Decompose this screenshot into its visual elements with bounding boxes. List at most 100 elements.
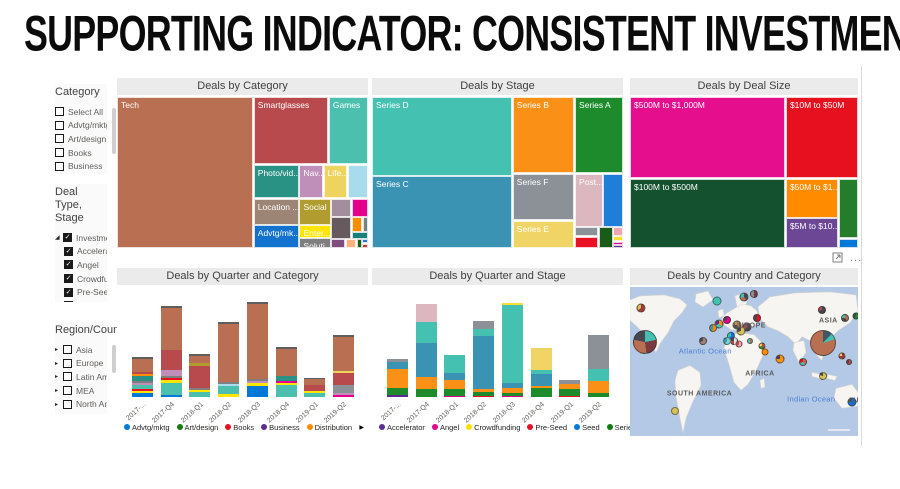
bar-segment[interactable] [444,373,466,380]
bar-segment[interactable] [275,347,297,349]
treemap-cell[interactable] [603,173,623,227]
bar-segment[interactable] [332,335,354,337]
treemap-cell-enter[interactable]: Enter... [299,225,331,239]
bar-segment[interactable] [587,335,609,369]
bar-segment[interactable] [132,381,153,383]
treemap-cell-advtg-mk[interactable]: Advtg/mk... [253,225,299,248]
stacked-bar[interactable] [160,306,182,397]
treemap-cell-10m-to-50m[interactable]: $10M to $50M [785,97,858,178]
bar-segment[interactable] [387,388,408,395]
stacked-bar[interactable] [587,335,609,397]
bar-segment[interactable] [332,393,354,395]
bar-segment[interactable] [444,389,466,396]
bar-segment[interactable] [387,369,408,388]
bar-segment[interactable] [218,384,240,386]
map-pie-marker[interactable] [750,290,759,299]
treemap-cell-soluti[interactable]: Soluti... [299,238,331,248]
bar-segment[interactable] [501,305,523,383]
bar-segment[interactable] [415,304,437,322]
bar-segment[interactable] [530,370,552,374]
legend-item[interactable]: Seed [574,423,600,432]
stacked-bar[interactable] [218,322,240,397]
bar-segment[interactable] [132,389,153,391]
bar-segment[interactable] [415,389,437,397]
bar-segment[interactable] [473,389,495,392]
treemap-cell[interactable] [613,236,623,242]
bar-segment[interactable] [160,370,182,376]
treemap-cell-series-f[interactable]: Series F [512,173,575,221]
bar-segment[interactable] [304,391,326,393]
treemap-cell[interactable] [613,227,623,236]
bar-segment[interactable] [246,383,268,386]
slicer-item[interactable]: ✓ Pre-Seed [55,285,107,299]
bar-segment[interactable] [444,396,466,397]
bar-segment[interactable] [387,362,408,369]
treemap-cell[interactable] [351,217,363,232]
treemap-cell-tech[interactable]: Tech [117,97,254,248]
treemap-cell[interactable] [351,198,368,217]
bar-segment[interactable] [587,393,609,397]
map-pie-marker[interactable] [819,372,828,381]
treemap-cell-series-d[interactable]: Series D [372,97,513,176]
treemap-cell[interactable] [356,239,362,248]
stacked-bar[interactable] [304,378,326,397]
legend-scroll-arrow-icon[interactable]: ▶ [359,424,364,431]
treemap-cell-photo-vid[interactable]: Photo/vid... [253,164,299,199]
bar-segment[interactable] [530,386,552,388]
bar-segment[interactable] [218,394,240,397]
world-map[interactable]: EUROPE ASIA AFRICA SOUTH AMERICA Atlantic Oc… [630,287,858,436]
bar-segment[interactable] [275,383,297,385]
checkbox[interactable] [55,148,64,158]
expand-icon[interactable]: ▸ [55,388,59,395]
stacked-bar[interactable] [387,359,408,397]
slicer-item[interactable]: ▸ Latin America [55,370,107,384]
slicer-item[interactable]: ✓ Accelerator [55,245,107,259]
bar-segment[interactable] [415,322,437,343]
stacked-bar[interactable] [530,348,552,397]
stacked-bar[interactable] [189,354,211,397]
treemap-cell[interactable] [351,232,368,239]
map-pie-marker[interactable] [799,358,808,367]
treemap-cell[interactable] [613,245,623,248]
slicer-item[interactable]: ✓ Angel [55,258,107,272]
treemap-cell[interactable] [598,227,613,248]
treemap-cell[interactable] [331,239,346,248]
legend-item[interactable]: Art/design [176,423,218,432]
bar-segment[interactable] [473,396,495,397]
treemap-cell-post[interactable]: Post... [575,173,603,227]
map-pie-marker[interactable] [838,352,846,360]
bar-segment[interactable] [332,371,354,373]
map-pie-marker[interactable] [852,312,858,320]
legend-item[interactable]: Advtg/mktg [124,423,170,432]
bar-segment[interactable] [501,303,523,305]
map-pie-marker[interactable] [671,407,680,416]
expand-icon[interactable]: ▸ [55,374,59,381]
treemap-cell[interactable] [331,198,352,217]
bar-segment[interactable] [246,304,268,379]
treemap-cell[interactable] [575,236,599,248]
checkbox[interactable] [55,134,64,144]
bar-segment[interactable] [189,354,211,356]
bar-segment[interactable] [246,302,268,304]
checkbox[interactable] [55,161,64,171]
bar-segment[interactable] [189,363,211,366]
stacked-bar[interactable] [132,357,153,397]
legend-item[interactable]: Crowdfunding [466,423,520,432]
bar-segment[interactable] [501,396,523,397]
treemap-cell-life[interactable]: Life... [323,164,347,199]
bar-segment[interactable] [218,382,240,384]
bar-segment[interactable] [189,366,211,388]
checkbox[interactable]: ✓ [64,287,73,297]
legend-item[interactable]: Pre-Seed [527,423,567,432]
bar-segment[interactable] [304,385,326,391]
map-pie-marker[interactable] [735,340,743,348]
slicer-item[interactable]: Books [55,146,107,160]
checkbox[interactable]: ✓ [64,274,73,284]
slicer-item[interactable]: ▸ Asia [55,343,107,357]
bar-segment[interactable] [473,392,495,396]
checkbox[interactable]: ✓ [64,301,73,302]
bar-segment[interactable] [189,388,211,390]
bar-segment[interactable] [304,378,326,379]
slicer-item[interactable]: Art/design [55,132,107,146]
bar-segment[interactable] [415,377,437,389]
